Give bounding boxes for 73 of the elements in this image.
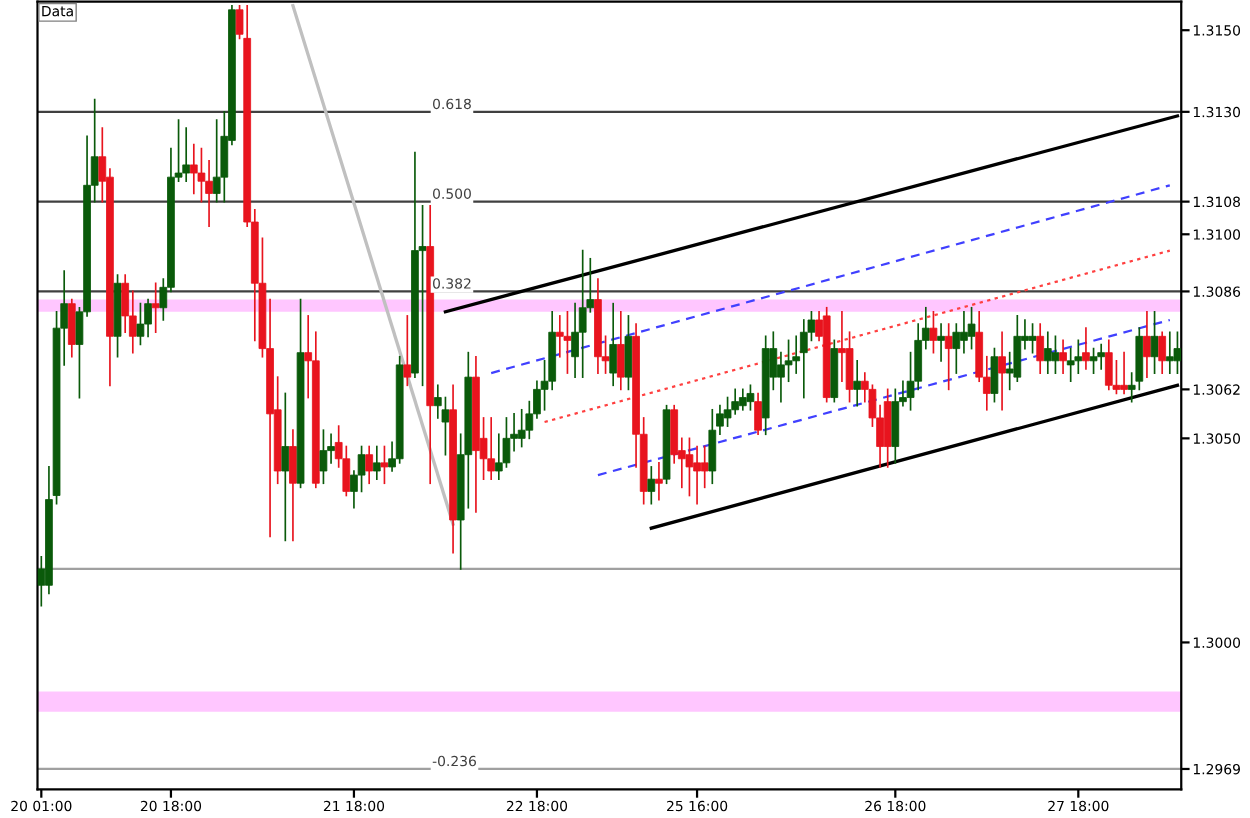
- candlestick: [891, 388, 900, 464]
- candlestick: [830, 339, 839, 403]
- candlestick: [121, 274, 130, 334]
- candlestick: [342, 445, 351, 497]
- candlestick: [1059, 339, 1067, 374]
- candlestick: [189, 143, 198, 195]
- candlestick: [144, 298, 152, 338]
- candlestick: [761, 335, 770, 436]
- candlestick: [151, 282, 160, 334]
- candlestick: [822, 306, 831, 403]
- candlestick: [487, 417, 496, 481]
- candlestick: [426, 204, 435, 485]
- candlestick: [700, 445, 709, 489]
- candlestick: [67, 298, 76, 358]
- candlestick: [205, 159, 213, 227]
- candlestick: [998, 331, 1006, 411]
- candlestick: [914, 323, 923, 391]
- candlestick: [1104, 339, 1113, 391]
- candlestick: [182, 127, 191, 183]
- candlestick: [693, 445, 701, 505]
- candlestick: [944, 323, 953, 391]
- candlestick: [1082, 327, 1090, 370]
- candlestick: [960, 310, 968, 354]
- candlestick: [1036, 323, 1045, 374]
- candlestick: [708, 408, 717, 485]
- candlestick: [433, 384, 442, 419]
- candlestick: [555, 315, 564, 358]
- candlestick: [616, 310, 625, 391]
- candlestick: [937, 323, 945, 362]
- candlestick: [594, 278, 602, 374]
- candlestick: [311, 331, 320, 489]
- candlestick: [289, 429, 297, 542]
- candlestick: [548, 310, 557, 391]
- candlestick: [372, 445, 381, 481]
- candlestick: [494, 433, 503, 481]
- candlestick: [853, 359, 862, 407]
- candlestick: [197, 147, 206, 203]
- candlestick: [1158, 331, 1167, 374]
- candlestick: [403, 315, 412, 387]
- candlestick: [472, 355, 480, 513]
- candlestick: [578, 249, 587, 378]
- candlestick: [670, 404, 679, 464]
- candlestick: [1013, 315, 1022, 383]
- candlestick: [883, 388, 892, 468]
- candlestick: [952, 323, 961, 374]
- candlestick: [365, 445, 374, 485]
- candlestick: [1120, 351, 1128, 395]
- candlestick: [281, 392, 290, 542]
- candlestick: [1066, 347, 1075, 383]
- candlestick: [777, 351, 785, 403]
- candlestick: [609, 302, 618, 387]
- candlestick: [212, 119, 221, 203]
- candlestick: [1043, 331, 1052, 374]
- candlestick: [799, 319, 808, 399]
- candlestick: [754, 392, 762, 436]
- candlestick: [411, 151, 419, 378]
- candlestick: [838, 310, 846, 383]
- candlestick: [647, 466, 656, 505]
- candlestick: [731, 388, 740, 415]
- candlestick: [1074, 339, 1083, 374]
- candlestick: [449, 384, 457, 554]
- candlestick: [517, 408, 526, 448]
- candlestick: [655, 462, 663, 501]
- candlestick: [1143, 310, 1151, 378]
- candlestick: [1097, 343, 1106, 370]
- candlestick: [563, 310, 572, 374]
- candlestick: [128, 290, 137, 354]
- candlestick: [571, 302, 579, 378]
- candlestick: [1135, 327, 1144, 391]
- candlestick: [327, 433, 335, 464]
- candlestick: [738, 388, 747, 411]
- candlestick: [1165, 331, 1174, 374]
- candlestick: [395, 355, 404, 464]
